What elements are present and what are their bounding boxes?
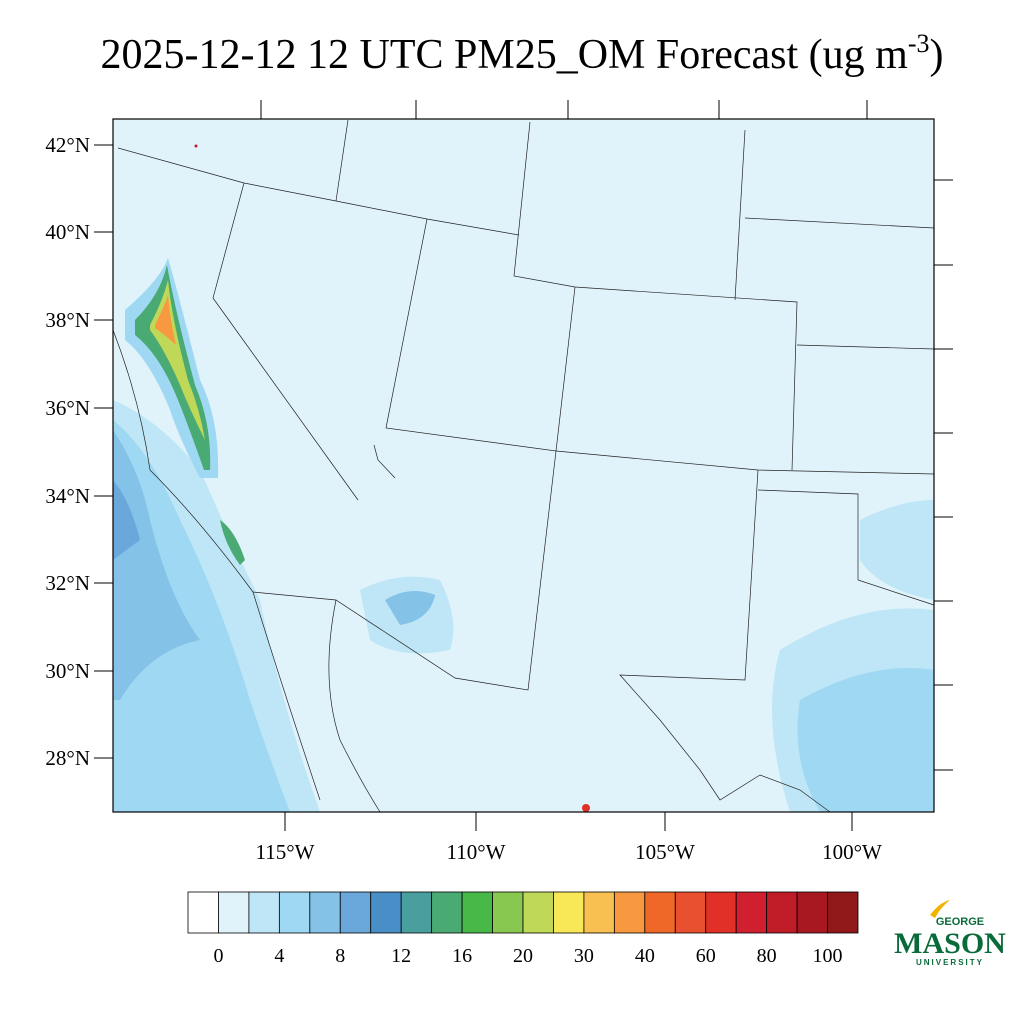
- colorbar-box: [613, 891, 646, 934]
- mountain-haze: [385, 591, 435, 625]
- gulf-haze: [797, 668, 934, 812]
- coastal-haze: [113, 430, 200, 700]
- coastal-haze: [113, 480, 140, 560]
- colorbar-box: [187, 891, 219, 934]
- colorbar-label: 12: [391, 945, 411, 967]
- colorbar-label: 8: [335, 945, 345, 967]
- title-superscript: -3: [908, 29, 930, 58]
- plains-haze: [860, 500, 934, 600]
- colorbar-box: [766, 891, 798, 934]
- lon-label: 110°W: [447, 840, 506, 864]
- logo-top: GEORGE: [936, 916, 984, 928]
- logo-flame: [930, 900, 950, 918]
- lat-label: 42°N: [45, 133, 90, 157]
- colorbar-label: 0: [213, 945, 223, 967]
- lat-label: 32°N: [45, 571, 90, 595]
- boundaries: [112, 119, 935, 813]
- lat-label: 34°N: [45, 484, 90, 508]
- lon-label: 105°W: [635, 840, 695, 864]
- map-field: [113, 119, 934, 812]
- lat-label: 36°N: [45, 396, 90, 420]
- lat-label: 30°N: [45, 659, 90, 683]
- colorbar-label: 30: [574, 945, 594, 967]
- hotspot: [582, 804, 590, 812]
- colorbar-box: [370, 891, 402, 934]
- lon-label: 100°W: [822, 840, 882, 864]
- axes: 42°N 40°N 38°N 36°N 34°N 32°N 30°N 28°N 115°W 110…: [45, 100, 953, 864]
- colorbar-box: [492, 891, 524, 934]
- colorbar-box: [278, 891, 311, 934]
- colorbar-box: [674, 891, 707, 934]
- colorbar-label: 100: [813, 945, 843, 967]
- colorbar: 0 4 8 12 16 20 30 40 60 80 100: [187, 891, 859, 967]
- logo-main: MASON: [894, 927, 1006, 960]
- colorbar-box: [248, 891, 280, 934]
- lat-label: 40°N: [45, 220, 90, 244]
- colorbar-label: 40: [635, 945, 655, 967]
- colorbar-box: [400, 891, 433, 934]
- lat-label: 38°N: [45, 308, 90, 332]
- colorbar-label: 20: [513, 945, 533, 967]
- colorbar-box: [218, 891, 250, 934]
- colorbar-box: [827, 891, 859, 934]
- colorbar-box: [735, 891, 768, 934]
- colorbar-label: 4: [274, 945, 284, 967]
- colorbar-box: [705, 891, 737, 934]
- hotspot: [194, 144, 198, 148]
- colorbar-label: 80: [757, 945, 777, 967]
- lon-label: 115°W: [256, 840, 315, 864]
- colorbar-box: [339, 891, 372, 934]
- coastal-haze: [113, 420, 290, 812]
- colorbar-label: 60: [696, 945, 716, 967]
- title: 2025-12-12 12 UTC PM25_OM Forecast (ug m…: [101, 29, 944, 78]
- colorbar-label: 16: [452, 945, 472, 967]
- colorbar-box: [461, 891, 493, 934]
- logo-bottom: UNIVERSITY: [916, 958, 984, 967]
- colorbar-box: [583, 891, 615, 934]
- title-close: ): [929, 32, 943, 78]
- colorbar-box: [553, 891, 585, 934]
- logo: GEORGE MASON UNIVERSITY: [894, 900, 1006, 967]
- colorbar-box: [309, 891, 341, 934]
- colorbar-box: [431, 891, 463, 934]
- colorbar-box: [644, 891, 676, 934]
- map-frame: [112, 118, 935, 813]
- sierra-plume: [155, 295, 176, 345]
- lat-label: 28°N: [45, 746, 90, 770]
- colorbar-box: [796, 891, 828, 934]
- coast-plume: [220, 520, 245, 565]
- colorbar-box: [522, 891, 554, 934]
- title-text: 2025-12-12 12 UTC PM25_OM Forecast (ug m: [101, 32, 909, 78]
